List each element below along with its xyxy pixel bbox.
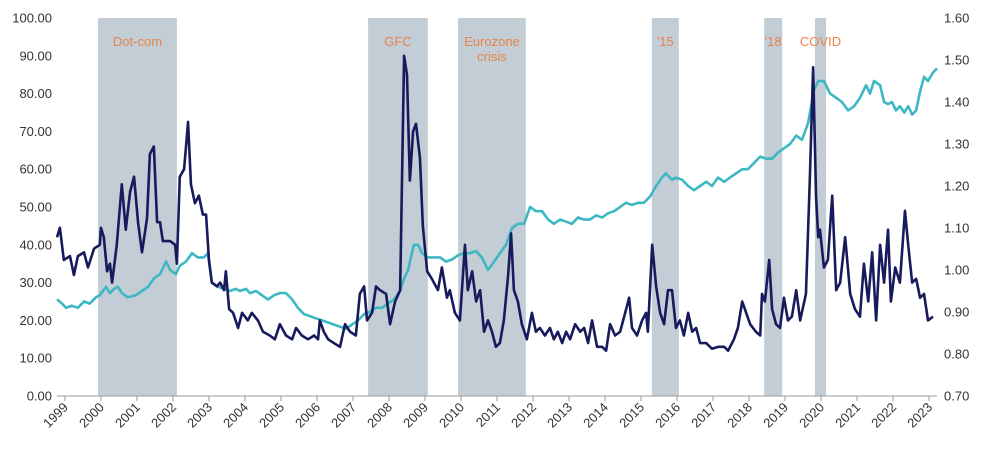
y2-tick-label: 1.40 [944, 95, 969, 110]
x-tick-label: 2019 [760, 400, 791, 431]
y-tick-label: 60.00 [19, 162, 52, 177]
x-tick-label: 2021 [832, 400, 863, 431]
y2-tick-label: 1.20 [944, 179, 969, 194]
y2-tick-label: 1.60 [944, 11, 969, 26]
y2-tick-label: 0.70 [944, 389, 969, 404]
y-tick-label: 70.00 [19, 124, 52, 139]
y-tick-label: 20.00 [19, 313, 52, 328]
shaded-period-label: GFC [384, 34, 411, 49]
x-tick-label: 2013 [544, 400, 575, 431]
shaded-period [368, 18, 428, 396]
x-tick-label: 2003 [184, 400, 215, 431]
x-tick-label: 2015 [616, 400, 647, 431]
y2-tick-label: 1.10 [944, 221, 969, 236]
x-tick-label: 2004 [220, 400, 251, 431]
y-tick-label: 100.00 [12, 11, 52, 26]
y-tick-label: 80.00 [19, 86, 52, 101]
x-tick-label: 1999 [40, 400, 71, 431]
shaded-period-label: Eurozone [464, 34, 520, 49]
x-tick-label: 2010 [436, 400, 467, 431]
x-tick-label: 2023 [904, 400, 935, 431]
shaded-period [764, 18, 783, 396]
x-tick-label: 2001 [112, 400, 143, 431]
x-tick-label: 2014 [580, 400, 611, 431]
x-tick-label: 2007 [328, 400, 359, 431]
shaded-period-label: '18 [765, 34, 782, 49]
y-tick-label: 40.00 [19, 237, 52, 252]
y2-tick-label: 1.00 [944, 263, 969, 278]
series-line [55, 54, 934, 352]
y2-tick-label: 0.80 [944, 347, 969, 362]
shaded-period-label: '15 [657, 34, 674, 49]
x-tick-label: 2012 [508, 400, 539, 431]
y-tick-label: 90.00 [19, 48, 52, 63]
y2-tick-label: 1.30 [944, 137, 969, 152]
y-tick-label: 0.00 [27, 389, 52, 404]
x-tick-label: 2018 [724, 400, 755, 431]
shaded-period [814, 18, 827, 396]
y2-tick-label: 1.50 [944, 53, 969, 68]
shaded-period [651, 18, 679, 396]
x-tick-label: 2005 [256, 400, 287, 431]
shaded-period-label: Dot-com [113, 34, 162, 49]
x-tick-label: 2022 [868, 400, 899, 431]
y-tick-label: 50.00 [19, 200, 52, 215]
x-tick-label: 2017 [688, 400, 719, 431]
x-tick-label: 2008 [364, 400, 395, 431]
shaded-period-label: crisis [477, 49, 507, 64]
y-tick-label: 30.00 [19, 275, 52, 290]
x-tick-label: 2016 [652, 400, 683, 431]
x-tick-label: 2020 [796, 400, 827, 431]
x-tick-label: 2006 [292, 400, 323, 431]
x-tick-label: 2002 [148, 400, 179, 431]
y2-tick-label: 0.90 [944, 305, 969, 320]
shaded-period-label: COVID [800, 34, 841, 49]
y-tick-label: 10.00 [19, 351, 52, 366]
x-tick-label: 2000 [76, 400, 107, 431]
x-tick-label: 2011 [473, 400, 503, 430]
shaded-period [458, 18, 526, 396]
x-tick-label: 2009 [400, 400, 431, 431]
